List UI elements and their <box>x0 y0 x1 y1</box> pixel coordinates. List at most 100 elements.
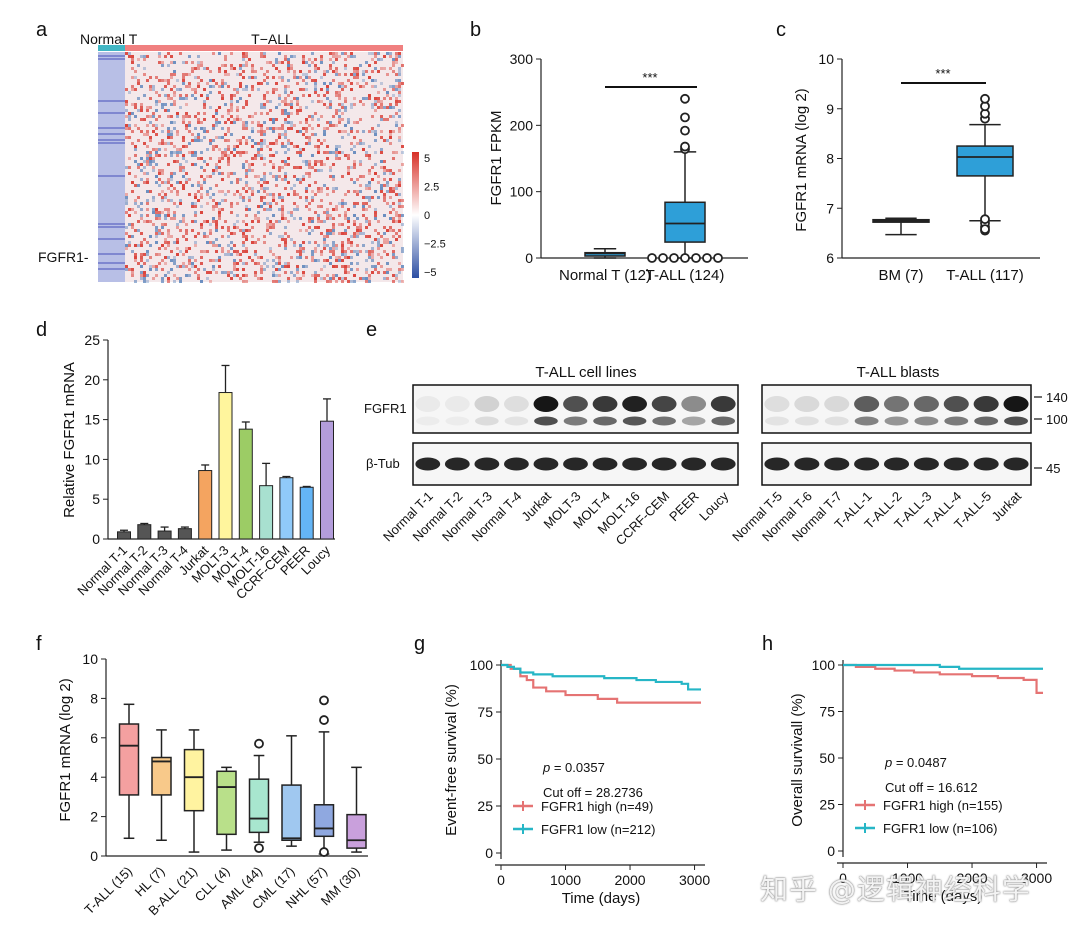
heatmap-cell <box>368 52 371 55</box>
heatmap-cell <box>326 157 329 160</box>
heatmap-cell <box>341 277 344 280</box>
heatmap-cell <box>209 229 212 232</box>
heatmap-cell <box>242 262 245 265</box>
heatmap-cell <box>152 166 155 169</box>
blot-group2-title: T-ALL blasts <box>857 364 940 381</box>
heatmap-cell <box>176 247 179 250</box>
heatmap-cell <box>218 148 221 151</box>
heatmap-cell <box>134 211 137 214</box>
heatmap-cell <box>290 187 293 190</box>
heatmap-cell <box>347 271 350 274</box>
panel-h-y-tick-label: 75 <box>819 704 835 720</box>
heatmap-cell <box>236 109 239 112</box>
heatmap-cell <box>173 121 176 124</box>
heatmap-cell <box>401 223 404 226</box>
blot-right-fgfr1-band-100 <box>884 416 909 426</box>
heatmap-cell <box>161 196 164 199</box>
heatmap-cell <box>353 232 356 235</box>
heatmap-cell <box>281 196 284 199</box>
heatmap-cell <box>275 142 278 145</box>
heatmap-cell <box>338 94 341 97</box>
heatmap-cell <box>179 166 182 169</box>
heatmap-cell <box>155 91 158 94</box>
heatmap-cell <box>242 106 245 109</box>
heatmap-cell <box>374 139 377 142</box>
heatmap-cell <box>149 115 152 118</box>
heatmap-cell <box>233 67 236 70</box>
heatmap-cell <box>275 184 278 187</box>
heatmap-cell <box>236 88 239 91</box>
heatmap-cell <box>335 259 338 262</box>
heatmap-cell <box>356 121 359 124</box>
heatmap-cell <box>398 199 401 202</box>
heatmap-cell <box>194 163 197 166</box>
blot-right-tub-band <box>913 457 939 471</box>
heatmap-cell <box>173 61 176 64</box>
heatmap-cell <box>392 106 395 109</box>
heatmap-cell <box>329 121 332 124</box>
heatmap-cell <box>395 121 398 124</box>
heatmap-cell <box>338 118 341 121</box>
heatmap-cell <box>299 121 302 124</box>
heatmap-cell <box>284 163 287 166</box>
heatmap-cell <box>314 211 317 214</box>
heatmap-cell <box>362 196 365 199</box>
heatmap-cell <box>368 169 371 172</box>
heatmap-cell <box>245 181 248 184</box>
heatmap-cell <box>287 64 290 67</box>
heatmap-cell <box>155 175 158 178</box>
panel-h-y-label: Overall survivall (%) <box>789 693 806 826</box>
heatmap-cell <box>245 127 248 130</box>
heatmap-cell <box>305 76 308 79</box>
heatmap-cell <box>377 247 380 250</box>
heatmap-cell <box>371 115 374 118</box>
heatmap-cell <box>221 157 224 160</box>
heatmap-cell <box>344 124 347 127</box>
heatmap-cell <box>263 94 266 97</box>
heatmap-cell <box>218 259 221 262</box>
heatmap-cell <box>401 280 404 283</box>
heatmap-cell <box>383 238 386 241</box>
heatmap-cell <box>347 190 350 193</box>
heatmap-cell <box>191 67 194 70</box>
heatmap-cell <box>386 106 389 109</box>
heatmap-cell <box>398 262 401 265</box>
heatmap-cell <box>236 178 239 181</box>
heatmap-cell <box>233 172 236 175</box>
heatmap-cell <box>374 97 377 100</box>
heatmap-cell <box>128 223 131 226</box>
heatmap-cell <box>236 262 239 265</box>
heatmap-cell <box>152 265 155 268</box>
heatmap-cell <box>284 247 287 250</box>
heatmap-cell <box>305 229 308 232</box>
colorbar-tick: 0 <box>424 210 430 222</box>
heatmap-cell <box>179 88 182 91</box>
heatmap-cell <box>317 67 320 70</box>
heatmap-cell <box>170 76 173 79</box>
heatmap-cell <box>158 232 161 235</box>
heatmap-cell <box>365 70 368 73</box>
heatmap-cell <box>356 253 359 256</box>
heatmap-cell <box>221 154 224 157</box>
heatmap-cell <box>230 151 233 154</box>
heatmap-cell <box>176 151 179 154</box>
heatmap-cell <box>167 64 170 67</box>
heatmap-cell <box>236 214 239 217</box>
heatmap-cell <box>278 133 281 136</box>
heatmap-cell <box>200 205 203 208</box>
heatmap-cell <box>230 211 233 214</box>
heatmap-cell <box>191 133 194 136</box>
panel-g-y-tick-label: 50 <box>477 751 493 767</box>
panel-c-box <box>956 145 1014 177</box>
heatmap-cell <box>305 127 308 130</box>
heatmap-cell <box>365 208 368 211</box>
heatmap-cell <box>128 208 131 211</box>
heatmap-cell <box>131 76 134 79</box>
heatmap-cell <box>284 109 287 112</box>
heatmap-cell <box>287 79 290 82</box>
heatmap-cell <box>149 121 152 124</box>
heatmap-cell <box>221 82 224 85</box>
heatmap-cell <box>293 202 296 205</box>
heatmap-cell <box>332 124 335 127</box>
heatmap-cell <box>167 130 170 133</box>
